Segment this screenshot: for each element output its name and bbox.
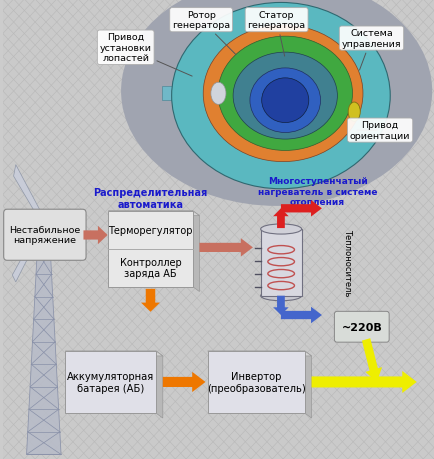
- Polygon shape: [13, 165, 45, 224]
- FancyBboxPatch shape: [162, 87, 218, 101]
- Ellipse shape: [39, 215, 66, 230]
- Ellipse shape: [218, 37, 352, 151]
- Ellipse shape: [39, 217, 51, 228]
- Polygon shape: [26, 230, 61, 454]
- Polygon shape: [200, 239, 253, 257]
- Polygon shape: [156, 351, 163, 418]
- Text: Статор
генератора: Статор генератора: [247, 11, 306, 57]
- Text: Многоступенчатый
нагреватель в системе
отопления: Многоступенчатый нагреватель в системе о…: [258, 177, 377, 207]
- FancyBboxPatch shape: [261, 230, 302, 296]
- Text: Терморегулятор: Терморегулятор: [108, 225, 193, 235]
- Ellipse shape: [211, 83, 226, 105]
- Polygon shape: [312, 371, 417, 393]
- Ellipse shape: [262, 78, 309, 123]
- Polygon shape: [83, 226, 108, 245]
- Polygon shape: [281, 307, 322, 324]
- FancyBboxPatch shape: [263, 129, 278, 174]
- FancyBboxPatch shape: [108, 211, 193, 287]
- FancyBboxPatch shape: [290, 129, 306, 174]
- Ellipse shape: [250, 69, 321, 133]
- FancyBboxPatch shape: [4, 210, 86, 261]
- Text: Аккумуляторная
батарея (АБ): Аккумуляторная батарея (АБ): [67, 371, 154, 393]
- Polygon shape: [66, 351, 163, 356]
- Polygon shape: [207, 351, 312, 356]
- Polygon shape: [273, 209, 289, 229]
- Polygon shape: [238, 30, 242, 55]
- Text: Ротор
генератора: Ротор генератора: [172, 11, 236, 56]
- Polygon shape: [12, 222, 45, 282]
- FancyBboxPatch shape: [321, 129, 336, 174]
- Text: ~220В: ~220В: [342, 322, 382, 332]
- Text: Распределительная
автоматика: Распределительная автоматика: [93, 188, 207, 209]
- FancyBboxPatch shape: [66, 351, 156, 413]
- Text: Нестабильное
напряжение: Нестабильное напряжение: [9, 225, 80, 245]
- Ellipse shape: [348, 103, 360, 122]
- Ellipse shape: [121, 0, 432, 207]
- Text: Инвертор
(преобразователь): Инвертор (преобразователь): [207, 371, 306, 393]
- Text: Теплоноситель: Теплоноситель: [343, 228, 352, 295]
- Ellipse shape: [261, 291, 302, 301]
- Ellipse shape: [261, 224, 302, 235]
- Polygon shape: [141, 289, 160, 312]
- Ellipse shape: [199, 88, 212, 100]
- Polygon shape: [305, 351, 312, 418]
- Polygon shape: [163, 372, 205, 392]
- Ellipse shape: [171, 4, 390, 189]
- Polygon shape: [362, 338, 382, 382]
- Polygon shape: [281, 201, 322, 217]
- FancyBboxPatch shape: [335, 312, 389, 342]
- Ellipse shape: [203, 26, 363, 162]
- Ellipse shape: [233, 53, 337, 140]
- Polygon shape: [108, 211, 200, 216]
- FancyBboxPatch shape: [207, 351, 305, 413]
- Polygon shape: [273, 296, 289, 315]
- FancyBboxPatch shape: [3, 0, 434, 459]
- Ellipse shape: [193, 30, 361, 154]
- Text: Контроллер
заряда АБ: Контроллер заряда АБ: [120, 257, 181, 279]
- Text: Привод
установки
лопастей: Привод установки лопастей: [100, 34, 192, 77]
- Text: Привод
ориентации: Привод ориентации: [350, 121, 411, 140]
- Polygon shape: [193, 211, 200, 292]
- Text: Система
управления: Система управления: [342, 29, 401, 71]
- Polygon shape: [47, 223, 71, 230]
